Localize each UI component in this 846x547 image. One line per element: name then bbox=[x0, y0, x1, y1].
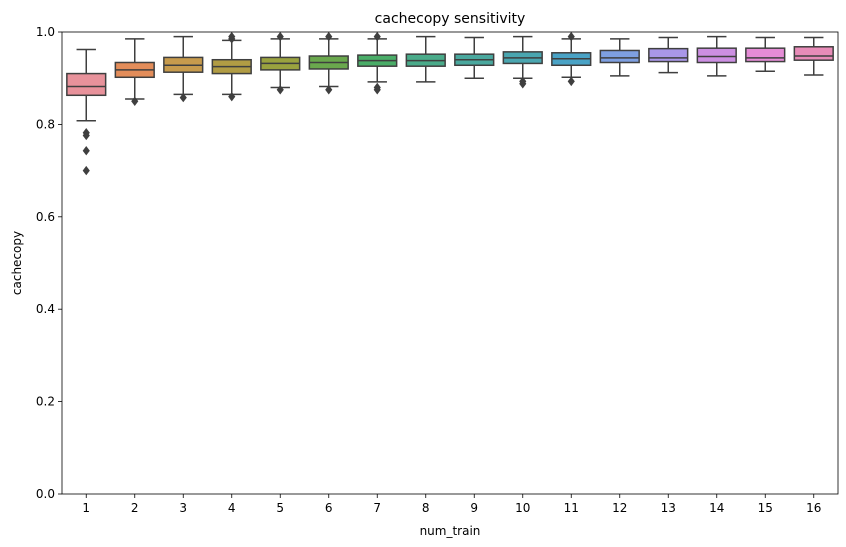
x-tick-label: 7 bbox=[373, 501, 381, 515]
x-tick-label: 2 bbox=[131, 501, 139, 515]
outlier-point bbox=[179, 92, 187, 103]
box-iqr bbox=[599, 49, 640, 64]
box-group bbox=[551, 31, 592, 87]
box-group bbox=[454, 36, 495, 79]
x-tick-label: 8 bbox=[422, 501, 430, 515]
y-tick-label: 0.2 bbox=[36, 395, 55, 409]
outlier-point bbox=[82, 165, 90, 176]
outlier-point bbox=[519, 79, 527, 89]
x-tick-label: 1 bbox=[82, 501, 90, 515]
x-axis: 1 2 3 4 5 6 7 8 9 10 11 12 13 14 15 16 bbox=[82, 494, 821, 515]
outlier-point bbox=[567, 76, 575, 87]
box-group bbox=[260, 31, 301, 95]
x-tick-label: 4 bbox=[228, 501, 236, 515]
box-group bbox=[163, 35, 204, 103]
y-axis-label: cachecopy bbox=[10, 231, 24, 295]
outlier-point bbox=[82, 130, 90, 141]
outlier-point bbox=[131, 96, 139, 106]
box-group bbox=[405, 35, 446, 83]
x-tick-label: 3 bbox=[179, 501, 187, 515]
box-iqr bbox=[66, 72, 107, 97]
box-group bbox=[211, 31, 252, 102]
box-group bbox=[502, 35, 543, 89]
outlier-point bbox=[276, 85, 284, 95]
x-tick-label: 12 bbox=[612, 501, 627, 515]
outlier-point bbox=[228, 31, 236, 42]
box-iqr bbox=[648, 47, 689, 63]
x-tick-label: 13 bbox=[661, 501, 676, 515]
outlier-point bbox=[567, 31, 575, 42]
x-tick-label: 15 bbox=[758, 501, 773, 515]
outlier-point bbox=[276, 31, 284, 42]
box-iqr bbox=[745, 47, 786, 63]
outlier-point bbox=[82, 146, 90, 156]
plot-area bbox=[66, 31, 834, 176]
box-group bbox=[357, 31, 398, 95]
x-tick-label: 6 bbox=[325, 501, 333, 515]
x-tick-label: 9 bbox=[470, 501, 478, 515]
y-axis: 0.0 0.2 0.4 0.6 0.8 1.0 bbox=[36, 25, 62, 501]
y-tick-label: 1.0 bbox=[36, 25, 55, 39]
box-group bbox=[66, 48, 107, 176]
x-tick-label: 5 bbox=[276, 501, 284, 515]
box-group bbox=[648, 36, 689, 74]
x-tick-label: 16 bbox=[806, 501, 821, 515]
x-axis-label: num_train bbox=[420, 524, 481, 538]
outlier-point bbox=[373, 85, 381, 95]
chart-title: cachecopy sensitivity bbox=[375, 11, 526, 27]
outlier-point bbox=[373, 31, 381, 42]
outlier-point bbox=[325, 85, 333, 95]
y-tick-label: 0.8 bbox=[36, 117, 55, 131]
x-tick-label: 10 bbox=[515, 501, 530, 515]
box-group bbox=[745, 36, 786, 73]
box-group bbox=[793, 36, 834, 76]
box-iqr bbox=[696, 47, 737, 64]
box-iqr bbox=[793, 46, 834, 61]
outlier-point bbox=[325, 31, 333, 42]
x-tick-label: 14 bbox=[709, 501, 724, 515]
y-tick-label: 0.6 bbox=[36, 210, 55, 224]
box-group bbox=[114, 38, 155, 106]
y-tick-label: 0.0 bbox=[36, 487, 55, 501]
box-group bbox=[599, 38, 640, 77]
box-group bbox=[696, 35, 737, 77]
box-group bbox=[308, 31, 349, 95]
x-tick-label: 11 bbox=[564, 501, 579, 515]
outlier-point bbox=[228, 91, 236, 102]
plot-frame bbox=[61, 31, 839, 495]
y-tick-label: 0.4 bbox=[36, 302, 55, 316]
